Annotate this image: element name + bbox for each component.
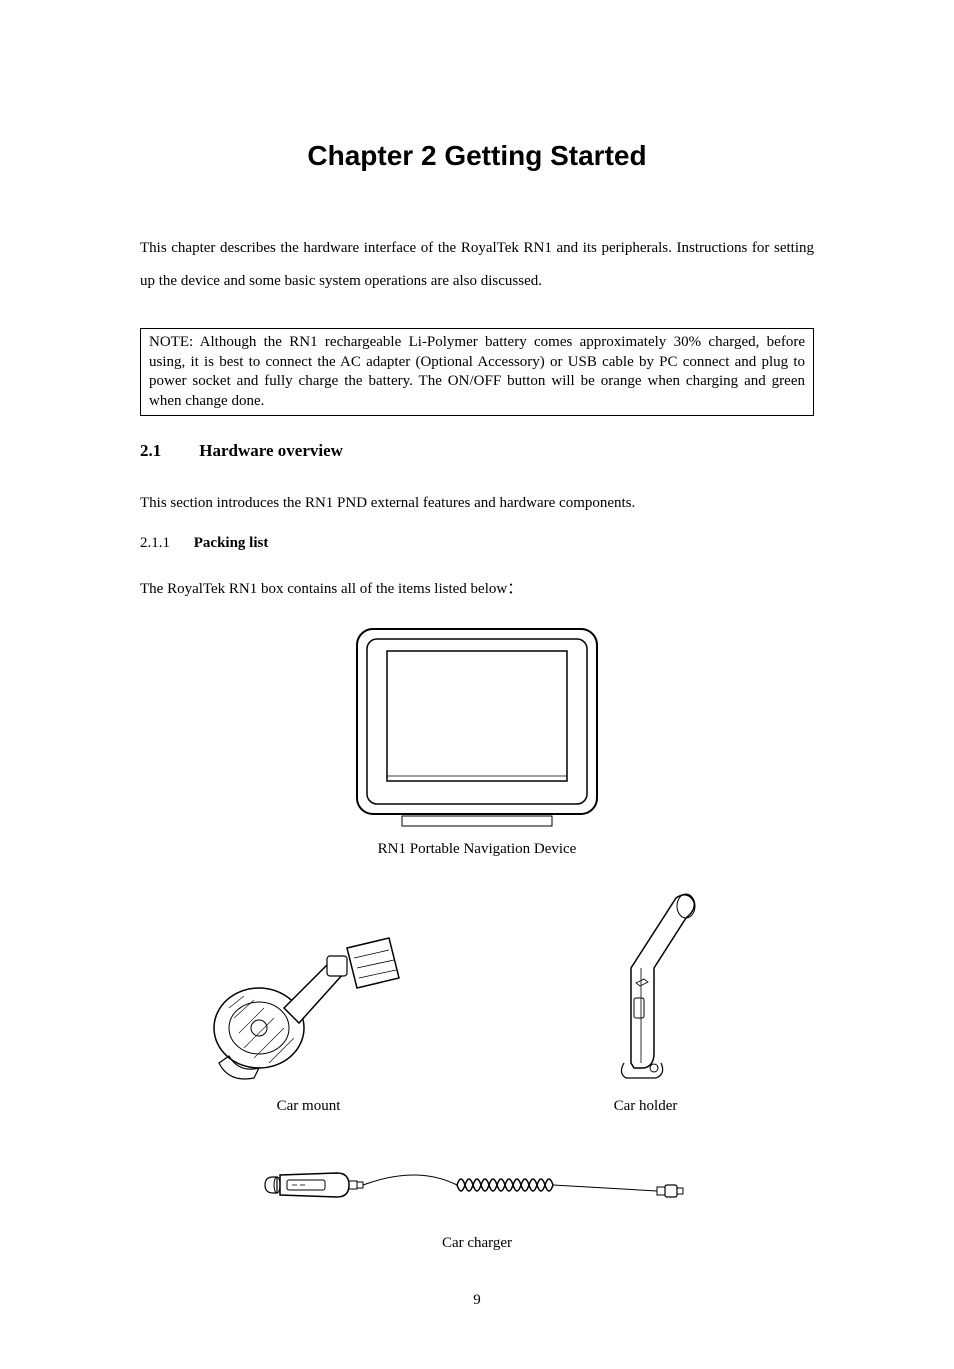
section-title: Hardware overview — [199, 441, 343, 460]
note-box: NOTE: Although the RN1 rechargeable Li-P… — [140, 328, 814, 416]
car-mount-illustration — [199, 908, 419, 1088]
chapter-title: Chapter 2 Getting Started — [140, 140, 814, 172]
car-holder-illustration — [576, 888, 716, 1088]
subsection-heading: 2.1.1 Packing list — [140, 535, 814, 552]
figure-car-charger: Car charger — [140, 1155, 814, 1252]
chapter-intro-text: This chapter describes the hardware inte… — [140, 232, 814, 298]
car-holder-caption: Car holder — [477, 1098, 814, 1115]
figure-car-holder: Car holder — [477, 888, 814, 1115]
car-charger-illustration — [257, 1155, 697, 1215]
figure-device-caption: RN1 Portable Navigation Device — [140, 841, 814, 858]
subsection-title: Packing list — [194, 535, 269, 551]
page-number: 9 — [140, 1292, 814, 1309]
figure-car-mount: Car mount — [140, 908, 477, 1115]
section-heading: 2.1 Hardware overview — [140, 441, 814, 461]
figure-mount-holder-row: Car mount Car holder — [140, 888, 814, 1115]
device-illustration — [347, 621, 607, 831]
subsection-number: 2.1.1 — [140, 535, 190, 552]
section-number: 2.1 — [140, 441, 195, 461]
subsection-text: The RoyalTek RN1 box contains all of the… — [140, 577, 814, 601]
section-intro-text: This section introduces the RN1 PND exte… — [140, 491, 814, 515]
car-mount-caption: Car mount — [140, 1098, 477, 1115]
figure-device — [140, 621, 814, 831]
car-charger-caption: Car charger — [140, 1235, 814, 1252]
